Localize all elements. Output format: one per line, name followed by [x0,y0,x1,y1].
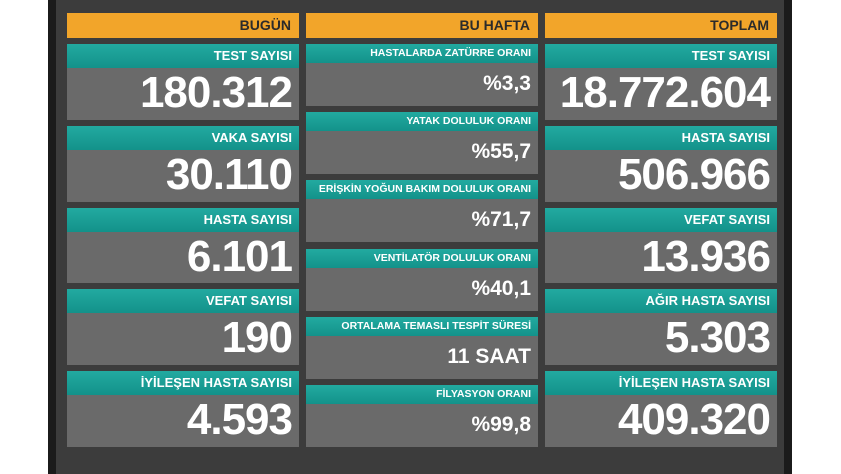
stat-label: VAKA SAYISI [67,125,299,150]
stat-card: HASTA SAYISI 6.101 [67,207,299,284]
stat-value: 30.110 [165,149,293,199]
stat-card: VENTİLATÖR DOLULUK ORANI %40,1 [306,248,538,311]
stat-value: 13.936 [641,231,771,281]
stat-label: VENTİLATÖR DOLULUK ORANI [306,248,538,268]
stat-card: AĞIR HASTA SAYISI 5.303 [545,289,777,366]
stat-card: İYİLEŞEN HASTA SAYISI 409.320 [545,371,777,447]
stat-card: VAKA SAYISI 30.110 [67,125,299,202]
stat-label: AĞIR HASTA SAYISI [545,289,777,314]
stat-card: VEFAT SAYISI 190 [67,289,299,366]
stat-label: HASTALARDA ZATÜRRE ORANI [306,44,538,63]
stat-value: %3,3 [483,72,531,95]
stat-label: TEST SAYISI [67,44,299,68]
stat-label: ERİŞKİN YOĞUN BAKIM DOLULUK ORANI [306,180,538,200]
stat-card: VEFAT SAYISI 13.936 [545,207,777,284]
stat-card: HASTALARDA ZATÜRRE ORANI %3,3 [306,44,538,107]
stat-value: 409.320 [617,395,771,445]
stat-card: TEST SAYISI 18.772.604 [545,44,777,120]
stat-card: TEST SAYISI 180.312 [67,44,299,120]
stat-value: %55,7 [471,140,531,164]
stat-value: 506.966 [617,149,771,199]
stat-value: %71,7 [471,208,531,232]
stat-value: 11 SAAT [447,344,531,368]
stat-card: HASTA SAYISI 506.966 [545,125,777,202]
dashboard: BUGÜN TEST SAYISI 180.312 VAKA SAYISI 30.110… [56,0,784,474]
stat-value: 18.772.604 [559,68,771,117]
stat-card: FİLYASYON ORANI %99,8 [306,384,538,447]
stat-label: HASTA SAYISI [545,125,777,150]
stat-value: 5.303 [664,313,771,363]
stat-value: 180.312 [139,68,293,117]
stat-value: 190 [221,313,293,363]
column-header: BU HAFTA [306,13,538,38]
stat-label: İYİLEŞEN HASTA SAYISI [67,371,299,396]
stat-label: FİLYASYON ORANI [306,384,538,404]
stat-label: HASTA SAYISI [67,207,299,232]
stat-label: TEST SAYISI [545,44,777,68]
stat-card: İYİLEŞEN HASTA SAYISI 4.593 [67,371,299,447]
stat-label: VEFAT SAYISI [67,289,299,314]
stat-value: 6.101 [186,231,293,281]
column-header: BUGÜN [67,13,299,38]
stat-card: YATAK DOLULUK ORANI %55,7 [306,112,538,175]
stat-label: YATAK DOLULUK ORANI [306,112,538,132]
stat-value: 4.593 [186,395,293,445]
stat-card: ORTALAMA TEMASLI TESPİT SÜRESİ 11 SAAT [306,316,538,379]
stat-label: İYİLEŞEN HASTA SAYISI [545,371,777,396]
stat-card: ERİŞKİN YOĞUN BAKIM DOLULUK ORANI %71,7 [306,180,538,243]
stat-label: VEFAT SAYISI [545,207,777,232]
stat-value: %99,8 [471,412,531,436]
stat-label: ORTALAMA TEMASLI TESPİT SÜRESİ [306,316,538,336]
stat-value: %40,1 [471,276,531,300]
column-header: TOPLAM [545,13,777,38]
